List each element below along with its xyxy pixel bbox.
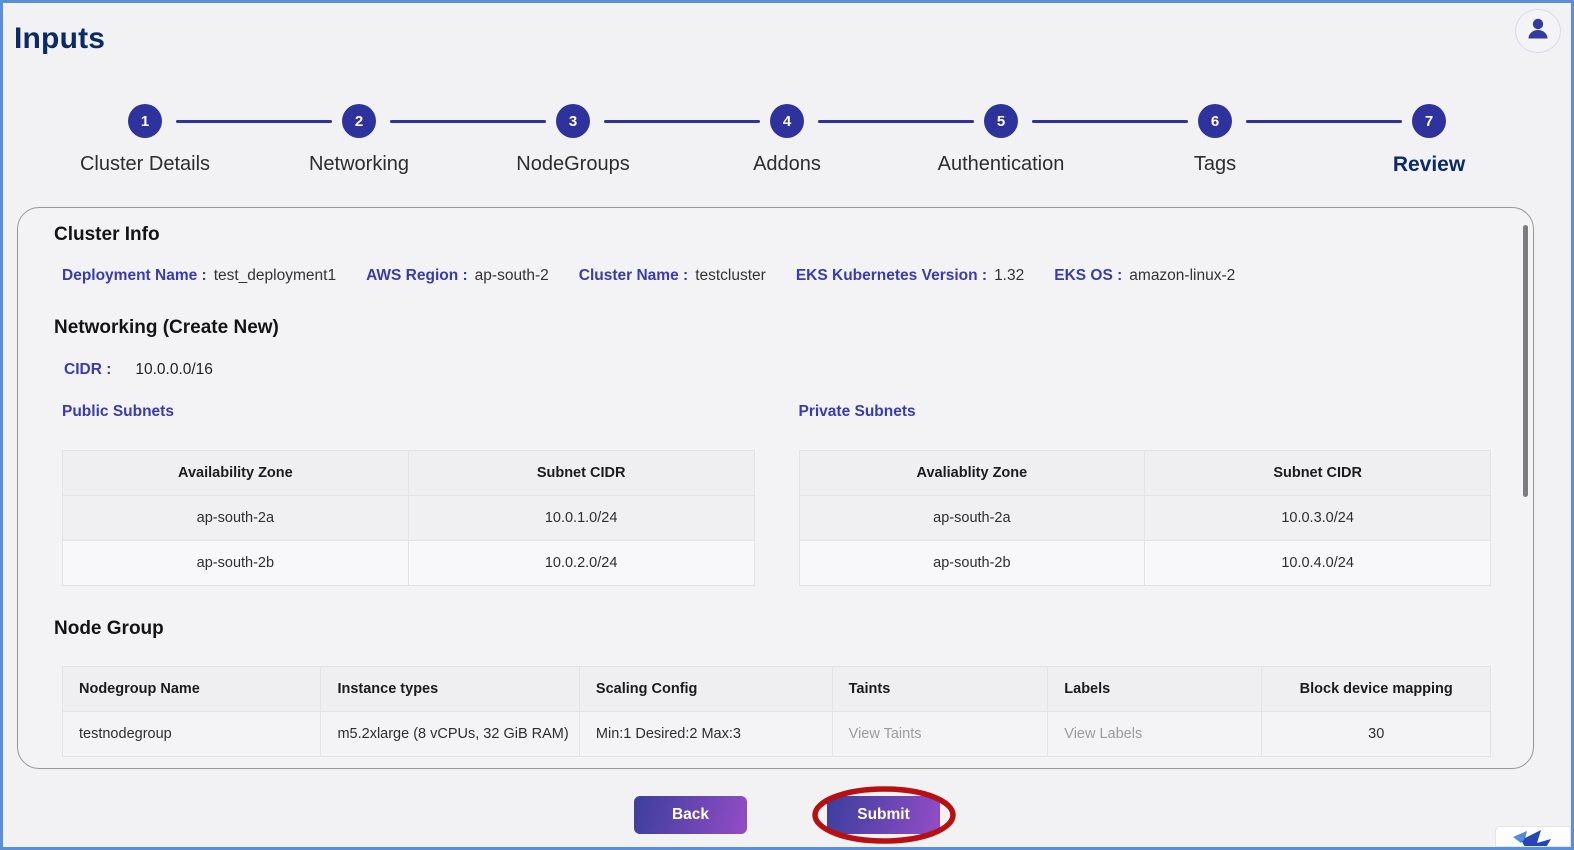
step-number: 1 (128, 104, 162, 138)
page-title: Inputs (14, 22, 106, 55)
cidr-value: 10.0.0.0/16 (135, 361, 213, 378)
column-header: Scaling Config (578, 666, 833, 712)
nodegroup-name-cell: testnodegroup (61, 711, 322, 757)
submit-button[interactable]: Submit (827, 796, 940, 834)
field-label: EKS OS : (1054, 267, 1123, 284)
column-header: Labels (1047, 666, 1263, 712)
eks-os-field: EKS OS : amazon-linux-2 (1054, 267, 1235, 285)
public-subnets-title: Public Subnets (62, 403, 174, 420)
table-cell: 10.0.4.0/24 (1144, 540, 1491, 586)
step-label: Cluster Details (79, 153, 211, 175)
field-label: EKS Kubernetes Version : (795, 267, 988, 284)
step-nodegroups[interactable]: 3 NodeGroups (390, 104, 680, 177)
column-header: Nodegroup Name (61, 666, 322, 712)
node-group-heading: Node Group (54, 618, 164, 639)
private-subnets-column: Private Subnets Avaliablity Zone Subnet … (799, 403, 1492, 586)
view-taints-link[interactable]: View Taints (831, 711, 1049, 757)
field-label: Deployment Name : (62, 267, 207, 284)
table-header-row: Avaliablity Zone Subnet CIDR (798, 450, 1491, 496)
table-cell: 10.0.1.0/24 (407, 495, 755, 541)
card-scrollbar[interactable] (1523, 225, 1528, 497)
networking-heading: Networking (Create New) (54, 317, 279, 338)
user-avatar-button[interactable] (1515, 9, 1561, 53)
step-cluster-details[interactable]: 1 Cluster Details (38, 104, 252, 177)
table-cell: 10.0.3.0/24 (1144, 495, 1491, 541)
field-value: ap-south-2 (474, 267, 549, 284)
column-header: Instance types (320, 666, 580, 712)
step-label: Review (1392, 153, 1466, 176)
step-review[interactable]: 7 Review (1246, 104, 1536, 177)
field-value: testcluster (695, 267, 766, 284)
step-label: Tags (1193, 153, 1237, 175)
block-device-mapping-cell: 30 (1261, 711, 1491, 757)
step-number: 2 (342, 104, 376, 138)
table-row: ap-south-2a 10.0.3.0/24 (798, 495, 1491, 541)
corner-widget[interactable] (1495, 826, 1571, 847)
private-subnets-table: Avaliablity Zone Subnet CIDR ap-south-2a… (798, 450, 1492, 586)
subnets-section: Public Subnets Availability Zone Subnet … (62, 403, 1513, 586)
public-subnets-column: Public Subnets Availability Zone Subnet … (62, 403, 755, 586)
cidr-field: CIDR : 10.0.0.0/16 (64, 361, 1513, 379)
private-subnets-title: Private Subnets (798, 403, 916, 420)
table-cell: ap-south-2a (62, 495, 409, 541)
public-subnets-table: Availability Zone Subnet CIDR ap-south-2… (62, 450, 755, 586)
scaling-config-cell: Min:1 Desired:2 Max:3 (578, 711, 833, 757)
step-number: 7 (1412, 104, 1446, 138)
table-cell: ap-south-2a (798, 495, 1146, 541)
footer-actions: Back Submit (0, 786, 1574, 844)
step-label: Networking (308, 153, 410, 175)
blue-arrow-icon (1511, 827, 1555, 846)
eks-version-field: EKS Kubernetes Version : 1.32 (796, 267, 1024, 285)
table-cell: ap-south-2b (798, 540, 1146, 586)
cluster-name-field: Cluster Name : testcluster (579, 267, 766, 285)
back-button[interactable]: Back (634, 796, 747, 834)
column-header: Taints (831, 666, 1049, 712)
column-header: Block device mapping (1261, 666, 1491, 712)
step-number: 5 (984, 104, 1018, 138)
step-label: NodeGroups (516, 153, 630, 175)
node-group-table: Nodegroup Name Instance types Scaling Co… (61, 666, 1491, 757)
aws-region-field: AWS Region : ap-south-2 (366, 267, 549, 285)
table-cell: 10.0.2.0/24 (407, 540, 755, 586)
table-header-row: Nodegroup Name Instance types Scaling Co… (61, 666, 1491, 712)
table-row: ap-south-2a 10.0.1.0/24 (62, 495, 755, 541)
column-header: Subnet CIDR (407, 450, 755, 496)
instance-types-cell: m5.2xlarge (8 vCPUs, 32 GiB RAM) (320, 711, 580, 757)
table-cell: ap-south-2b (62, 540, 409, 586)
cluster-info-heading: Cluster Info (54, 224, 160, 245)
step-number: 3 (556, 104, 590, 138)
step-label: Addons (753, 153, 821, 175)
step-number: 4 (770, 104, 804, 138)
table-row: ap-south-2b 10.0.4.0/24 (798, 540, 1491, 586)
step-networking[interactable]: 2 Networking (176, 104, 466, 177)
column-header: Avaliablity Zone (798, 450, 1146, 496)
table-row: testnodegroup m5.2xlarge (8 vCPUs, 32 Gi… (61, 711, 1491, 757)
user-icon (1523, 14, 1553, 49)
field-value: amazon-linux-2 (1129, 267, 1236, 284)
table-header-row: Availability Zone Subnet CIDR (62, 450, 755, 496)
wizard-stepper: 1 Cluster Details 2 Networking 3 NodeGro… (38, 104, 1536, 177)
field-label: AWS Region : (366, 267, 468, 284)
step-tags[interactable]: 6 Tags (1032, 104, 1322, 177)
field-label: Cluster Name : (578, 267, 689, 284)
view-labels-link[interactable]: View Labels (1047, 711, 1263, 757)
review-card: Cluster Info Deployment Name : test_depl… (17, 207, 1534, 769)
step-label: Authentication (937, 153, 1065, 175)
field-value: 1.32 (994, 267, 1025, 284)
submit-button-wrapper: Submit (811, 786, 956, 844)
step-number: 6 (1198, 104, 1232, 138)
cluster-info-fields: Deployment Name : test_deployment1 AWS R… (62, 267, 1513, 285)
field-value: test_deployment1 (213, 267, 337, 284)
step-authentication[interactable]: 5 Authentication (818, 104, 1108, 177)
deployment-name-field: Deployment Name : test_deployment1 (62, 267, 336, 285)
cidr-label: CIDR : (64, 361, 112, 378)
column-header: Subnet CIDR (1144, 450, 1491, 496)
step-addons[interactable]: 4 Addons (604, 104, 894, 177)
table-row: ap-south-2b 10.0.2.0/24 (62, 540, 755, 586)
column-header: Availability Zone (62, 450, 409, 496)
